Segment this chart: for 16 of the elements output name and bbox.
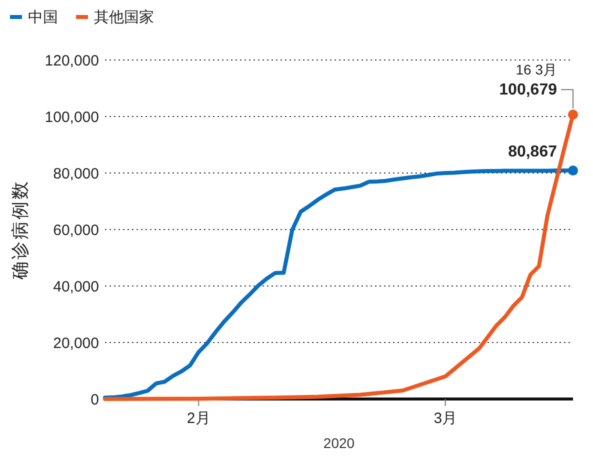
y-tick-label: 100,000 — [44, 108, 99, 126]
y-tick-label: 80,000 — [53, 165, 99, 182]
annotation: 16 3月 — [516, 62, 557, 78]
legend-label: 中国 — [28, 9, 58, 26]
x-tick-label: 3月 — [434, 410, 458, 427]
x-axis-title: 2020 — [323, 435, 355, 451]
y-tick-label: 60,000 — [53, 222, 99, 239]
x-tick-label: 2月 — [186, 410, 210, 427]
y-axis-title: 确诊病例数 — [10, 180, 30, 280]
y-tick-label: 0 — [90, 391, 99, 408]
annotation: 100,679 — [499, 82, 558, 99]
y-tick-label: 40,000 — [53, 278, 99, 296]
y-tick-label: 120,000 — [44, 52, 99, 70]
y-tick-label: 20,000 — [53, 334, 99, 352]
legend-label: 其他国家 — [94, 9, 154, 26]
annotation: 80,867 — [508, 144, 558, 161]
